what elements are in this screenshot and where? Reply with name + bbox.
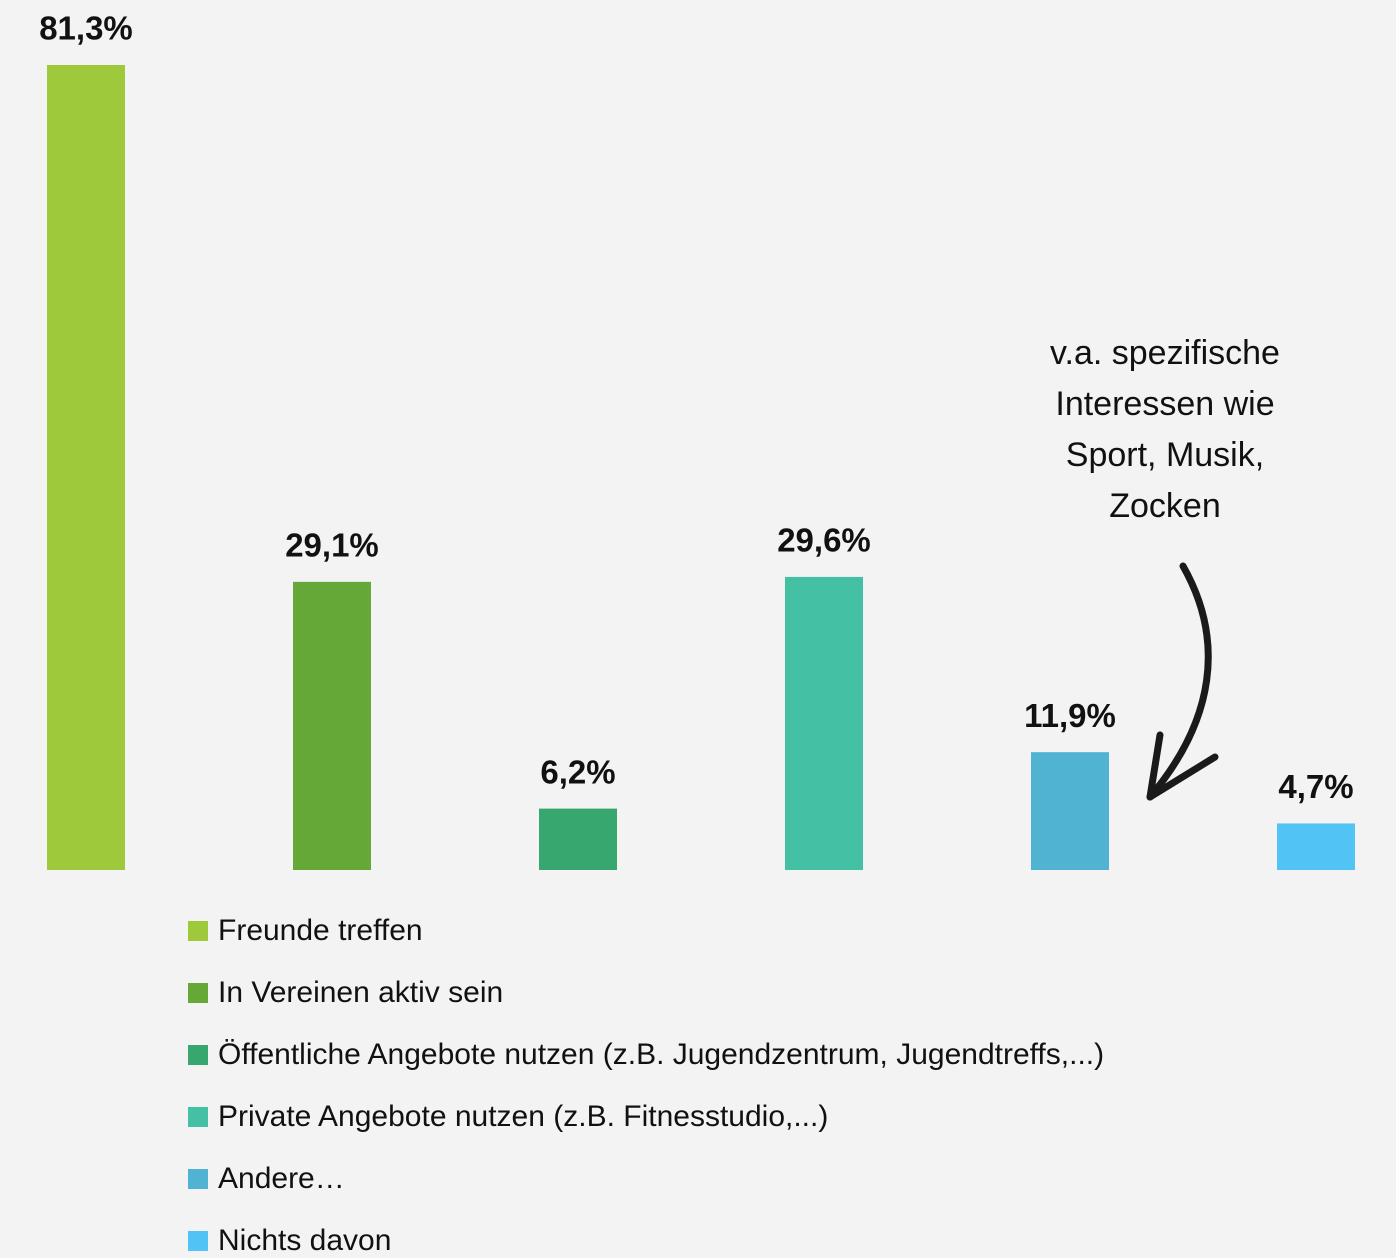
legend-swatch [188, 1045, 208, 1065]
value-label: 11,9% [1024, 697, 1116, 734]
bar [293, 581, 371, 870]
value-label: 4,7% [1278, 768, 1353, 805]
legend-swatch [188, 1169, 208, 1189]
bar [785, 576, 863, 870]
bar [47, 65, 125, 870]
legend-label: In Vereinen aktiv sein [218, 976, 503, 1009]
annotation: v.a. spezifische Interessen wie Sport, M… [1050, 334, 1280, 525]
legend-swatch [188, 1107, 208, 1127]
legend-label: Öffentliche Angebote nutzen (z.B. Jugend… [218, 1038, 1104, 1071]
legend-label: Andere… [218, 1162, 345, 1195]
bar [1277, 823, 1355, 870]
value-label: 6,2% [540, 753, 615, 790]
bar [539, 808, 617, 870]
legend-swatch [188, 1231, 208, 1251]
legend-label: Freunde treffen [218, 914, 423, 947]
legend-swatch [188, 921, 208, 941]
value-label: 29,1% [285, 527, 379, 564]
legend-label: Nichts davon [218, 1224, 391, 1257]
arrow [1146, 562, 1219, 801]
value-label: 81,3% [39, 10, 133, 47]
legend-swatch [188, 983, 208, 1003]
legend-label: Private Angebote nutzen (z.B. Fitnesstud… [218, 1100, 828, 1133]
bar [1031, 752, 1109, 870]
value-label: 29,6% [777, 522, 871, 559]
